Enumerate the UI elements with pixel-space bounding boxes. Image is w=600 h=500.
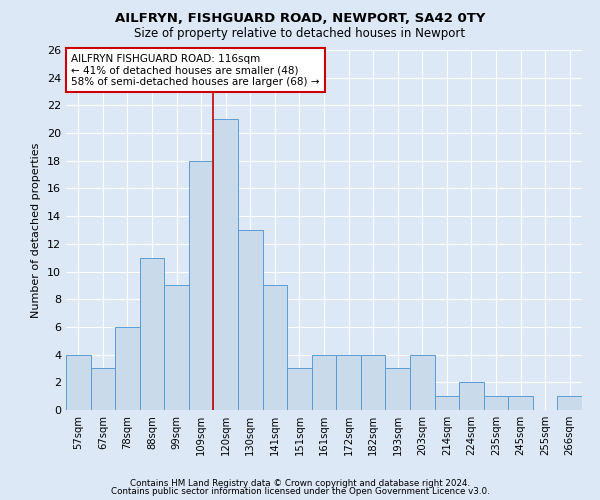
Text: Contains public sector information licensed under the Open Government Licence v3: Contains public sector information licen… [110, 487, 490, 496]
Bar [189, 161, 214, 410]
Bar [214, 119, 238, 410]
Bar [238, 230, 263, 410]
Bar [484, 396, 508, 410]
Text: AILFRYN, FISHGUARD ROAD, NEWPORT, SA42 0TY: AILFRYN, FISHGUARD ROAD, NEWPORT, SA42 0… [115, 12, 485, 26]
Bar [312, 354, 336, 410]
Text: AILFRYN FISHGUARD ROAD: 116sqm
← 41% of detached houses are smaller (48)
58% of : AILFRYN FISHGUARD ROAD: 116sqm ← 41% of … [71, 54, 320, 87]
Bar [508, 396, 533, 410]
Text: Size of property relative to detached houses in Newport: Size of property relative to detached ho… [134, 28, 466, 40]
Bar [557, 396, 582, 410]
Bar [459, 382, 484, 410]
Bar [263, 286, 287, 410]
Bar [140, 258, 164, 410]
Text: Contains HM Land Registry data © Crown copyright and database right 2024.: Contains HM Land Registry data © Crown c… [130, 478, 470, 488]
Bar [287, 368, 312, 410]
Bar [66, 354, 91, 410]
Bar [164, 286, 189, 410]
Bar [361, 354, 385, 410]
Bar [410, 354, 434, 410]
Bar [91, 368, 115, 410]
Y-axis label: Number of detached properties: Number of detached properties [31, 142, 41, 318]
Bar [115, 327, 140, 410]
Bar [385, 368, 410, 410]
Bar [434, 396, 459, 410]
Bar [336, 354, 361, 410]
